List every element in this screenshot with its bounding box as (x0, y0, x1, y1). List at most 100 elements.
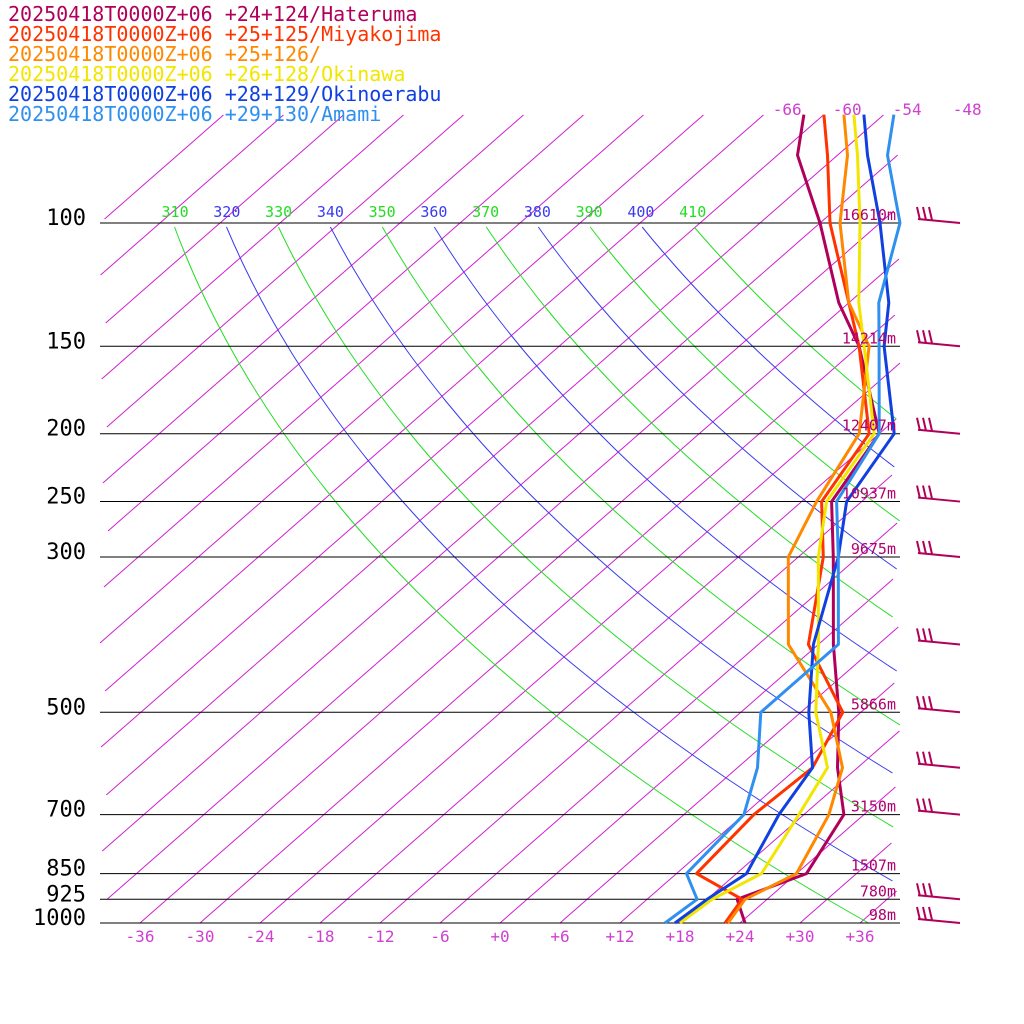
isotherm-line (104, 114, 224, 220)
isotherm-line (799, 842, 892, 924)
barb-flag (928, 330, 933, 344)
wind-barb (916, 906, 961, 924)
barb-flag (922, 628, 927, 642)
wind-barb (916, 628, 961, 646)
barb-staff (917, 639, 961, 646)
pressure-tick-label: 150 (46, 329, 86, 354)
temperature-profiles (664, 114, 902, 925)
adiabat-line (641, 226, 895, 468)
adiabat-line (278, 226, 894, 828)
adiabat-line (537, 226, 897, 570)
isotherm-line (101, 114, 404, 380)
adiabat-line (329, 226, 893, 774)
barb-flag (916, 206, 921, 221)
wind-barb (916, 417, 961, 435)
wind-barb (916, 798, 961, 816)
barb-flag (928, 751, 933, 765)
isotherm-line (100, 114, 824, 748)
barb-flag (928, 906, 933, 921)
pressure-tick-label: 250 (46, 485, 86, 510)
dry-adiabat-lines (174, 226, 901, 924)
isotherm-line (101, 154, 899, 852)
wind-barb (916, 751, 961, 769)
isotherm-line (559, 626, 899, 924)
adiabat-label: 380 (524, 203, 551, 221)
legend-entry-unnamed: 20250418T0000Z+06 +25+126/ (8, 42, 322, 66)
isotherm-top-label: -48 (953, 100, 982, 119)
legend-entry-okinoerabu: 20250418T0000Z+06 +28+129/Okinoerabu (8, 82, 442, 106)
adiabat-label: 310 (162, 203, 189, 221)
adiabat-label: 320 (213, 203, 240, 221)
height-label: 5866m (851, 695, 896, 713)
isotherm-top-label: -66 (773, 100, 802, 119)
adiabat-label: 350 (369, 203, 396, 221)
height-label: 14214m (842, 329, 896, 347)
legend-entry-okinawa: 20250418T0000Z+06 +26+128/Okinawa (8, 62, 406, 86)
barb-staff (917, 218, 961, 224)
barb-staff (917, 707, 961, 714)
barb-flag (928, 206, 933, 221)
barb-flag (928, 696, 933, 710)
legend: 20250418T0000Z+06 +24+124/Hateruma 20250… (8, 4, 441, 124)
isotherm-line (103, 114, 644, 588)
barb-flag (916, 485, 921, 499)
barb-staff (917, 918, 961, 924)
barb-flag (916, 883, 921, 897)
barb-staff (917, 894, 961, 901)
adiabat-line (433, 226, 897, 672)
barb-flag (928, 417, 933, 431)
barb-staff (917, 341, 961, 348)
legend-entry-miyakojima: 20250418T0000Z+06 +25+125/Miyakojima (8, 22, 442, 46)
adiabat-line (226, 226, 893, 882)
height-label: 10937m (842, 485, 896, 503)
wind-barb (916, 485, 961, 503)
barb-flag (916, 696, 921, 710)
temperature-tick-label: -30 (186, 927, 215, 946)
barb-staff (917, 428, 961, 435)
isotherm-line (106, 114, 464, 428)
barb-staff (917, 551, 961, 558)
height-label: 9675m (851, 540, 896, 558)
height-label: 3150m (851, 798, 896, 816)
barb-flag (922, 540, 927, 555)
barb-flag (916, 417, 921, 431)
height-label: 98m (869, 906, 896, 924)
pressure-tick-label: 700 (46, 798, 86, 823)
pressure-tick-label: 850 (46, 857, 86, 882)
profile-line-2 (726, 114, 871, 924)
barb-flag (922, 330, 927, 344)
height-label: 780m (860, 882, 896, 900)
pressure-lines (100, 222, 900, 924)
isotherm-line (199, 314, 896, 924)
barb-flag (928, 883, 933, 897)
adiabat-label: 340 (317, 203, 344, 221)
barb-flag (916, 540, 921, 555)
isotherm-line (319, 418, 897, 924)
wind-barbs (916, 206, 961, 924)
isotherm-line (259, 362, 901, 924)
barb-flag (922, 883, 927, 897)
barb-flag (916, 628, 921, 642)
isotherm-line (439, 522, 898, 924)
temperature-tick-label: -36 (126, 927, 155, 946)
adiabat-label: 360 (420, 203, 447, 221)
temperature-tick-label: +18 (666, 927, 695, 946)
barb-flag (928, 628, 933, 642)
pressure-tick-label: 200 (46, 417, 86, 442)
barb-staff (917, 809, 961, 816)
isotherm-line (859, 890, 897, 924)
adiabat-label: 400 (627, 203, 654, 221)
adiabat-label: 410 (679, 203, 706, 221)
temperature-tick-label: +12 (606, 927, 635, 946)
pressure-tick-label: 925 (46, 882, 86, 907)
barb-staff (917, 762, 961, 769)
temperature-tick-label: -6 (430, 927, 449, 946)
profile-line-3 (679, 114, 876, 925)
legend-entry-amami: 20250418T0000Z+06 +29+130/Amami (8, 102, 382, 126)
adiabat-label: 390 (576, 203, 603, 221)
legend-entry-hateruma: 20250418T0000Z+06 +24+124/Hateruma (8, 2, 418, 26)
wind-barb (916, 330, 961, 348)
isotherm-line (104, 114, 764, 692)
barb-flag (922, 906, 927, 921)
